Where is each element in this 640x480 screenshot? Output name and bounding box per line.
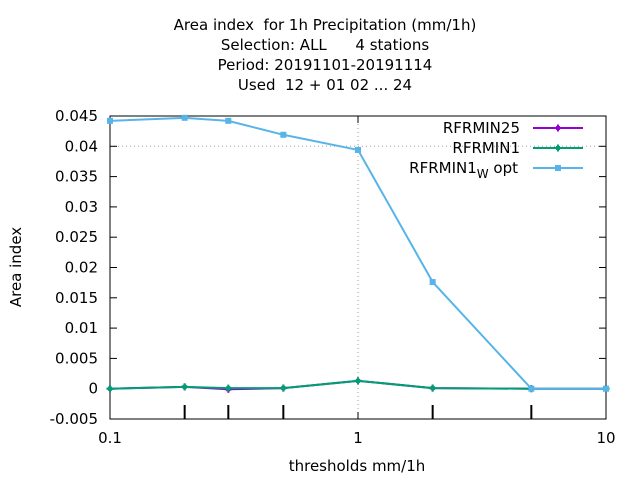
data-point-core: [108, 386, 112, 391]
data-point: [224, 384, 232, 392]
chart-title-line-2: Selection: ALL 4 stations: [220, 36, 430, 54]
y-tick-label: -0.005: [50, 410, 98, 428]
data-point: [107, 117, 113, 124]
legend-label: RFRMIN1: [452, 139, 520, 157]
x-axis-label: thresholds mm/1h: [289, 457, 426, 475]
data-point: [354, 377, 362, 385]
data-point-core: [281, 386, 286, 391]
y-tick-label: 0.04: [65, 137, 98, 155]
x-tick-label: 10: [596, 429, 615, 447]
data-point: [429, 384, 437, 392]
data-point: [528, 385, 535, 392]
y-tick-label: 0.01: [65, 319, 98, 337]
grid-lines: [110, 116, 606, 419]
data-point: [603, 385, 609, 392]
legend: RFRMIN25 RFRMIN1 RFRMIN1W opt: [409, 119, 583, 181]
legend-label: RFRMIN25: [443, 119, 520, 137]
y-tick-label: 0: [88, 380, 98, 398]
y-tick-label: 0.03: [65, 198, 98, 216]
legend-label-suffix: opt: [489, 159, 518, 177]
data-point-core: [556, 126, 560, 130]
y-axis-label: Area index: [7, 227, 25, 307]
data-point-core: [556, 146, 560, 150]
x-tick-label: 0.1: [98, 429, 122, 447]
data-point: [554, 124, 562, 132]
data-point: [279, 384, 287, 392]
data-point-core: [356, 378, 360, 383]
chart-title-line-4: Used 12 + 01 02 ... 24: [237, 76, 413, 94]
y-tick-label: 0.02: [65, 259, 98, 277]
plot-frame: [109, 115, 607, 420]
data-point: [280, 131, 287, 138]
y-tick-label: 0.025: [55, 228, 98, 246]
series-line-2: [109, 379, 606, 390]
chart-title-line-3: Period: 20191101-20191114: [217, 56, 433, 74]
data-point: [429, 279, 436, 286]
data-point: [181, 114, 188, 121]
data-point: [225, 117, 232, 124]
data-point: [181, 383, 189, 391]
chart-title-line-1: Area index for 1h Precipitation (mm/1h): [173, 16, 477, 34]
y-tick-label: 0.035: [55, 168, 98, 186]
x-tick-label: 1: [353, 429, 363, 447]
data-point-core: [226, 386, 231, 391]
series-group: [106, 114, 610, 393]
data-point-core: [182, 384, 187, 389]
axes: -0.005 0 0.005 0.01 0.015 0.02 0.025 0.03 0.035 0…: [50, 107, 616, 447]
data-point-core: [430, 386, 435, 391]
data-point: [355, 146, 361, 153]
data-point: [555, 165, 561, 171]
data-point: [106, 385, 114, 393]
y-tick-label: 0.015: [55, 289, 98, 307]
legend-label: RFRMIN1W opt: [409, 159, 518, 181]
legend-label-subscript: W: [477, 167, 489, 181]
data-point: [554, 144, 562, 152]
y-tick-label: 0.045: [55, 107, 98, 125]
series-line-3: [109, 116, 606, 390]
y-tick-label: 0.005: [55, 349, 98, 367]
